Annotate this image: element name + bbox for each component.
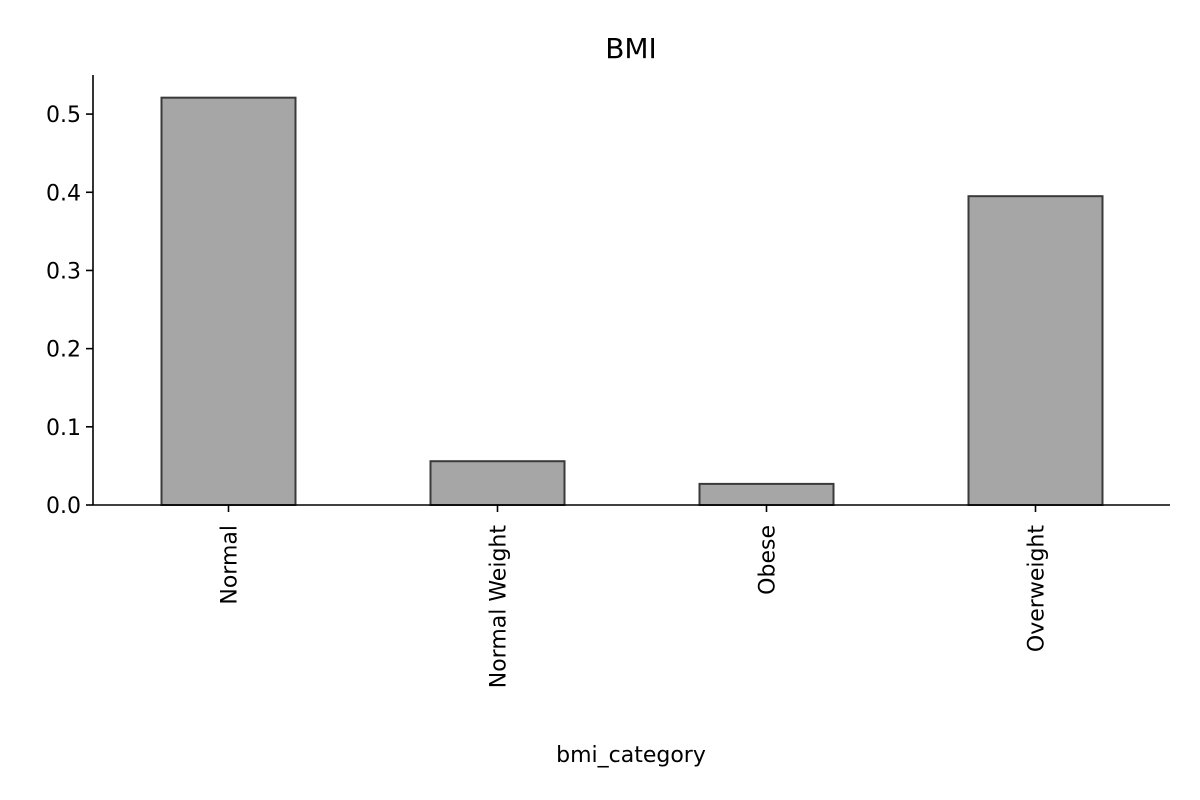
y-tick-label: 0.4: [46, 181, 81, 206]
x-axis-label: bmi_category: [556, 743, 706, 768]
chart-title: BMI: [605, 32, 657, 65]
bars-group: [160, 96, 1104, 506]
y-tick-label: 0.0: [46, 494, 81, 519]
bar-normal: [160, 96, 297, 506]
x-tick-label: Overweight: [1025, 525, 1050, 652]
y-tick-label: 0.2: [46, 338, 81, 363]
y-tick-label: 0.5: [46, 103, 81, 128]
y-axis: 0.0 0.1 0.2 0.3 0.4 0.5: [46, 103, 93, 519]
y-tick-label: 0.3: [46, 259, 81, 284]
bar-obese: [698, 482, 835, 506]
x-tick-label: Normal Weight: [487, 525, 512, 689]
bar-normal-weight: [429, 460, 566, 506]
x-tick-label: Normal: [218, 525, 243, 605]
bar-overweight: [967, 195, 1104, 506]
y-tick-label: 0.1: [46, 416, 81, 441]
x-tick-label: Obese: [756, 525, 781, 595]
x-axis: Normal Normal Weight Obese Overweight: [218, 505, 1050, 688]
